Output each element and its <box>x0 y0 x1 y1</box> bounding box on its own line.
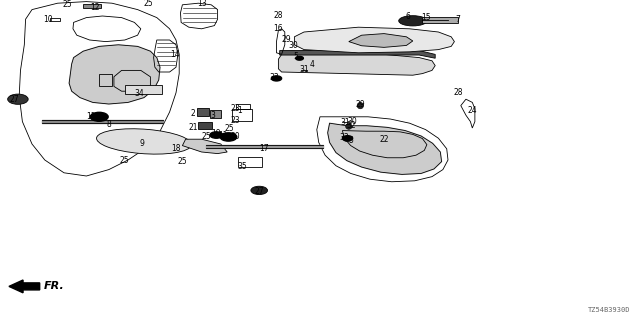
Bar <box>210 110 221 118</box>
Text: 6: 6 <box>406 12 411 21</box>
Polygon shape <box>280 51 435 58</box>
Bar <box>238 157 262 167</box>
Text: 32: 32 <box>346 121 356 130</box>
Bar <box>236 104 250 109</box>
Circle shape <box>8 94 28 104</box>
Circle shape <box>271 76 282 81</box>
Circle shape <box>210 132 223 138</box>
Text: 35: 35 <box>237 162 247 171</box>
Text: 15: 15 <box>420 13 431 22</box>
Text: 2: 2 <box>191 109 196 118</box>
Bar <box>198 122 212 129</box>
Text: 29: 29 <box>282 35 292 44</box>
Text: FR.: FR. <box>44 281 64 292</box>
Polygon shape <box>69 45 160 104</box>
Text: 24: 24 <box>467 106 477 115</box>
Text: 10: 10 <box>43 15 53 24</box>
Text: 31: 31 <box>299 65 309 74</box>
Text: 9: 9 <box>140 139 145 148</box>
Polygon shape <box>349 34 413 47</box>
Text: 17: 17 <box>259 144 269 153</box>
Text: 5: 5 <box>293 52 298 61</box>
Text: 1: 1 <box>237 106 243 115</box>
Circle shape <box>342 136 353 141</box>
FancyArrow shape <box>9 280 40 293</box>
Text: 25: 25 <box>177 157 188 166</box>
Polygon shape <box>294 27 454 53</box>
Text: 14: 14 <box>170 50 180 59</box>
Text: 25: 25 <box>224 124 234 133</box>
Bar <box>422 17 458 23</box>
Ellipse shape <box>399 16 427 26</box>
Text: 22: 22 <box>380 135 388 144</box>
Text: 27: 27 <box>9 95 19 104</box>
Text: 16: 16 <box>273 24 284 33</box>
Polygon shape <box>328 123 442 174</box>
Text: 4: 4 <box>310 60 315 69</box>
Text: TZ54B3930D: TZ54B3930D <box>588 307 630 313</box>
Text: 25: 25 <box>120 156 130 165</box>
Text: 29: 29 <box>355 100 365 109</box>
Polygon shape <box>278 51 435 75</box>
Text: 18: 18 <box>172 144 180 153</box>
Text: 13: 13 <box>196 0 207 8</box>
Text: 19: 19 <box>211 129 221 138</box>
Ellipse shape <box>357 102 364 109</box>
Ellipse shape <box>346 124 352 129</box>
Text: 31: 31 <box>340 118 351 127</box>
Text: 7: 7 <box>455 15 460 24</box>
Text: 21: 21 <box>189 123 198 132</box>
Text: 33: 33 <box>339 133 349 142</box>
Circle shape <box>251 186 268 195</box>
Bar <box>125 85 162 94</box>
Text: 5: 5 <box>348 136 353 145</box>
Text: 3: 3 <box>210 111 215 120</box>
Text: 28: 28 <box>274 11 283 20</box>
Polygon shape <box>182 139 227 154</box>
Bar <box>50 18 60 21</box>
Text: 28: 28 <box>454 88 463 97</box>
Text: 30: 30 <box>288 41 298 50</box>
Text: 34: 34 <box>134 89 145 98</box>
Text: 23: 23 <box>230 116 241 125</box>
Text: 11: 11 <box>218 131 227 140</box>
Bar <box>83 4 101 8</box>
Text: 20: 20 <box>230 132 241 141</box>
Text: 30: 30 <box>347 117 357 126</box>
Text: 23: 23 <box>230 104 241 113</box>
Text: 11: 11 <box>86 112 95 121</box>
Ellipse shape <box>97 129 191 154</box>
Circle shape <box>296 56 303 60</box>
Text: 25: 25 <box>62 0 72 9</box>
Circle shape <box>220 133 237 141</box>
Bar <box>197 108 209 116</box>
Circle shape <box>344 137 351 141</box>
Text: 33: 33 <box>269 73 279 82</box>
Text: 25: 25 <box>201 132 211 141</box>
Text: 27: 27 <box>254 187 264 196</box>
Text: 25: 25 <box>143 0 154 8</box>
Circle shape <box>90 112 108 121</box>
Bar <box>232 109 252 121</box>
Text: 12: 12 <box>90 3 99 12</box>
Text: 8: 8 <box>106 120 111 129</box>
